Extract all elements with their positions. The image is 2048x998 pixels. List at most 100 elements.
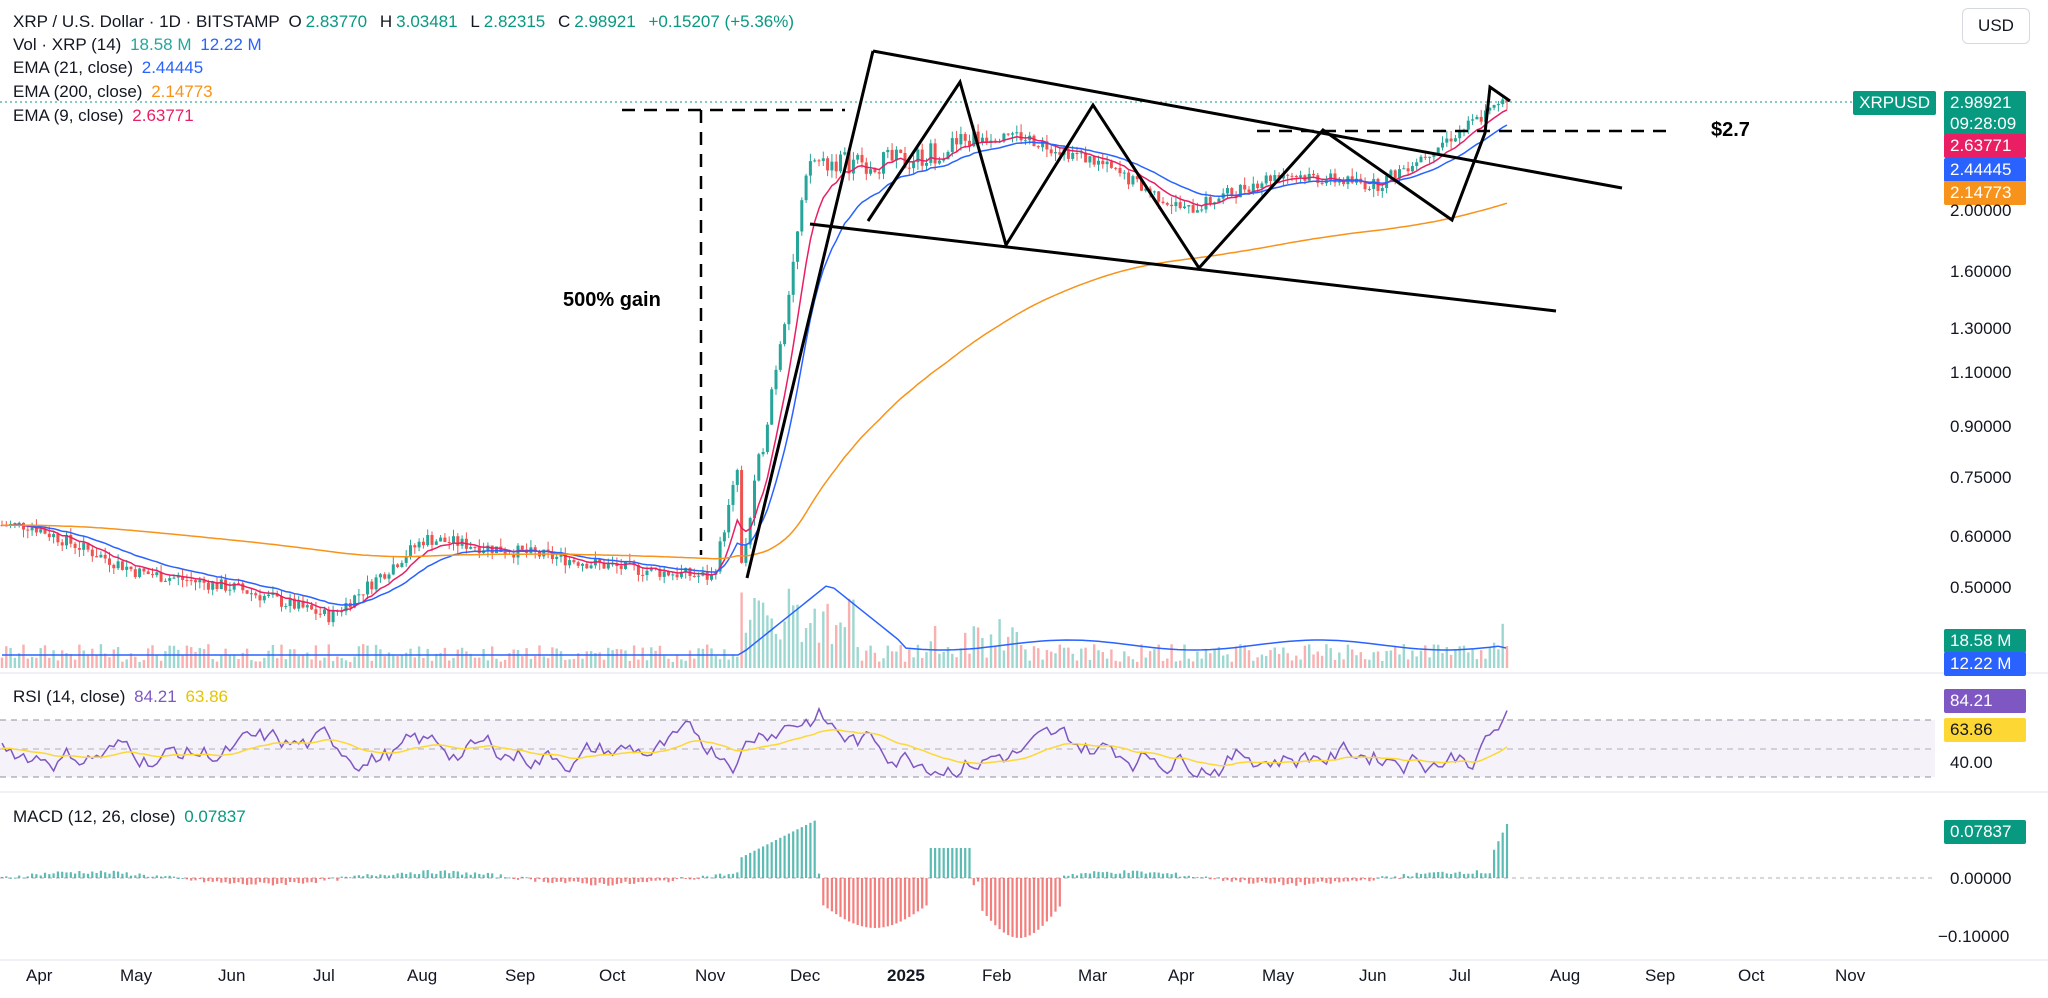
- ema9-legend[interactable]: EMA (9, close) 2.63771: [13, 105, 198, 127]
- macd-bar: [486, 872, 489, 878]
- macd-bar: [26, 876, 29, 878]
- volume-bar: [1084, 647, 1087, 668]
- candle-body: [189, 580, 193, 582]
- macd-bar: [1007, 878, 1010, 936]
- flagpole-line[interactable]: [745, 50, 875, 579]
- candle-body: [490, 545, 494, 554]
- volume-bar: [1320, 655, 1324, 668]
- candle-body: [1453, 138, 1457, 142]
- volume-bar: [607, 647, 610, 668]
- time-tick-label: Mar: [1078, 966, 1108, 985]
- candle-body: [155, 572, 159, 576]
- macd-bar: [1118, 873, 1122, 878]
- macd-bar: [512, 878, 515, 880]
- upper-trendline[interactable]: [872, 49, 1623, 190]
- volume-bar: [387, 652, 391, 668]
- macd-bar: [934, 848, 937, 878]
- candle-body: [503, 552, 507, 554]
- volume-bar: [1252, 660, 1255, 668]
- macd-bar: [959, 848, 962, 878]
- volume-bar: [749, 619, 752, 668]
- macd-bar: [405, 873, 408, 878]
- lower-trendline[interactable]: [809, 222, 1557, 313]
- rsi-legend[interactable]: RSI (14, close) 84.21 63.86: [13, 686, 232, 708]
- macd-bar: [564, 878, 567, 884]
- volume-bar: [43, 645, 47, 668]
- volume-bar: [435, 653, 438, 668]
- macd-bar: [813, 820, 816, 878]
- candle-body: [1165, 203, 1169, 205]
- candle-body: [619, 566, 623, 569]
- macd-bar: [1364, 878, 1367, 880]
- candle-body: [671, 574, 675, 576]
- macd-bar: [129, 875, 133, 878]
- macd-bar: [215, 878, 219, 882]
- macd-bar: [516, 878, 520, 880]
- candle-body: [400, 562, 404, 567]
- volume-bar: [860, 660, 864, 668]
- macd-bar: [658, 878, 661, 881]
- ema200-legend[interactable]: EMA (200, close) 2.14773: [13, 81, 217, 103]
- candle-body: [26, 529, 30, 531]
- macd-bar: [370, 875, 373, 878]
- candle-body: [645, 570, 649, 576]
- macd-bar: [1101, 872, 1104, 878]
- candle-body: [1217, 198, 1221, 203]
- macd-bar: [796, 829, 799, 878]
- volume-bar: [684, 660, 687, 668]
- macd-bar: [491, 873, 494, 878]
- volume-bar: [736, 656, 739, 668]
- macd-bar: [400, 872, 403, 878]
- volume-bar: [1037, 648, 1040, 668]
- macd-bar: [1467, 873, 1470, 878]
- currency-button[interactable]: USD: [1962, 8, 2030, 44]
- macd-legend[interactable]: MACD (12, 26, close) 0.07837: [13, 806, 250, 828]
- candle-body: [1152, 191, 1156, 193]
- macd-bar: [1170, 874, 1173, 878]
- volume-bar: [1480, 650, 1483, 668]
- volume-bar: [142, 660, 146, 668]
- volume-bar: [1080, 648, 1083, 668]
- ema21-legend[interactable]: EMA (21, close) 2.44445: [13, 57, 207, 79]
- macd-bar: [48, 874, 51, 878]
- macd-bar: [607, 878, 610, 886]
- zigzag-pattern[interactable]: [866, 78, 1511, 271]
- macd-bar: [375, 876, 378, 878]
- candle-body: [1092, 156, 1096, 165]
- macd-bar: [1114, 873, 1117, 878]
- macd-bar: [280, 878, 283, 884]
- time-tick-label: Jun: [1359, 966, 1387, 985]
- volume-bar: [224, 648, 227, 668]
- volume-legend[interactable]: Vol · XRP (14) 18.58 M 12.22 M: [13, 34, 266, 56]
- macd-bar: [585, 878, 588, 884]
- macd-bar: [211, 878, 214, 882]
- volume-bar: [495, 658, 498, 668]
- macd-bar: [1067, 875, 1070, 878]
- volume-bar: [151, 645, 154, 668]
- volume-bar: [323, 657, 326, 668]
- macd-bar: [1493, 849, 1496, 878]
- macd-bar: [319, 878, 322, 879]
- volume-bar: [1131, 659, 1135, 668]
- volume-bar: [933, 625, 937, 668]
- candle-body: [753, 480, 756, 519]
- macd-bar: [267, 878, 270, 884]
- macd-bar: [757, 848, 760, 878]
- time-tick-label: Apr: [1168, 966, 1195, 985]
- volume-bar: [327, 644, 330, 668]
- candle-body: [1501, 99, 1505, 105]
- candle-body: [748, 518, 752, 545]
- macd-bar: [1480, 873, 1483, 878]
- macd-bar: [478, 873, 481, 878]
- vol-ma-tag: 12.22 M: [1944, 652, 2026, 676]
- volume-bar: [508, 653, 511, 668]
- macd-bar: [177, 877, 180, 879]
- volume-bar: [710, 648, 713, 668]
- candle-body: [232, 583, 236, 590]
- macd-bar: [1075, 875, 1079, 878]
- volume-bar: [280, 644, 283, 668]
- candle-body: [765, 424, 769, 452]
- candle-body: [245, 590, 249, 594]
- candle-body: [1432, 153, 1436, 157]
